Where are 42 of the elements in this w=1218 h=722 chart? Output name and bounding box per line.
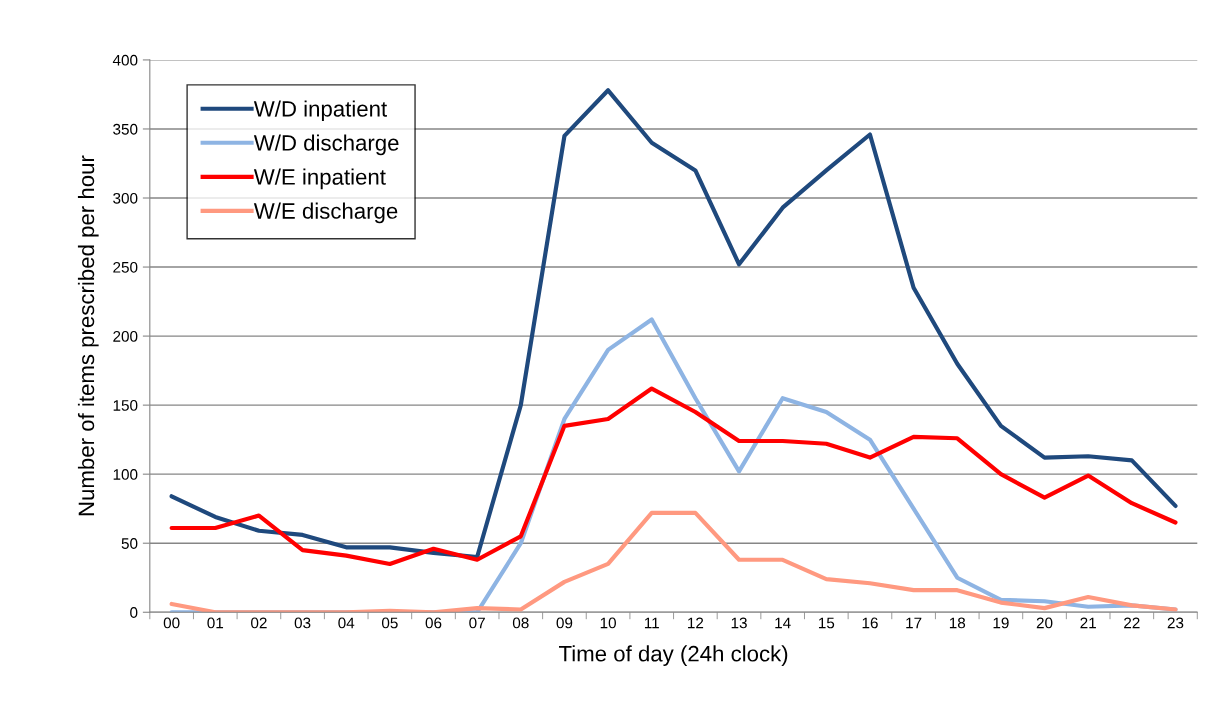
- x-tick-label: 20: [1036, 617, 1053, 629]
- x-tick-label: 16: [862, 617, 878, 629]
- y-tick-label: 50: [121, 538, 138, 549]
- y-tick-label: 350: [113, 123, 138, 135]
- legend-label: W/E discharge: [253, 202, 398, 224]
- legend-label: W/E inpatient: [253, 168, 386, 190]
- x-tick-label: 08: [512, 617, 529, 629]
- x-tick-label: 19: [993, 617, 1009, 629]
- x-tick-label: 01: [207, 617, 224, 629]
- x-tick-label: 12: [688, 617, 704, 629]
- x-tick-label: 17: [906, 617, 922, 629]
- x-tick-label: 15: [818, 617, 835, 629]
- y-tick-label: 200: [113, 330, 138, 342]
- y-tick-label: 400: [112, 54, 138, 66]
- x-axis-title: Time of day (24h clock): [559, 645, 788, 666]
- x-tick-label: 07: [469, 617, 485, 629]
- legend-label: W/D discharge: [253, 134, 399, 156]
- y-tick-label: 150: [113, 400, 138, 411]
- x-tick-label: 04: [338, 617, 355, 629]
- x-tick-label: 23: [1167, 617, 1184, 629]
- x-tick-label: 10: [600, 617, 616, 629]
- y-tick-label: 300: [113, 192, 138, 204]
- x-tick-label: 09: [556, 617, 573, 629]
- x-tick-label: 03: [294, 617, 311, 629]
- x-tick-label: 21: [1080, 617, 1096, 629]
- x-tick-label: 13: [731, 617, 747, 629]
- x-tick-label: 05: [381, 617, 398, 629]
- x-tick-label: 00: [163, 617, 180, 629]
- x-tick-label: 06: [425, 617, 442, 629]
- x-tick-label: 02: [251, 617, 267, 629]
- x-tick-label: 14: [775, 617, 791, 629]
- x-tick-label: 11: [644, 617, 659, 629]
- x-tick-label: 22: [1124, 617, 1140, 629]
- line-series: [169, 88, 1178, 560]
- legend-label: W/D inpatient: [253, 100, 387, 122]
- line-series: [169, 510, 1178, 613]
- y-tick-label: 250: [113, 261, 138, 273]
- y-tick-label: 100: [113, 469, 138, 480]
- y-tick-label: 0: [130, 607, 138, 618]
- x-tick-label: 18: [949, 617, 966, 629]
- y-axis-title: Number of items prescribed per hour: [77, 155, 99, 516]
- line-series: [169, 386, 1178, 567]
